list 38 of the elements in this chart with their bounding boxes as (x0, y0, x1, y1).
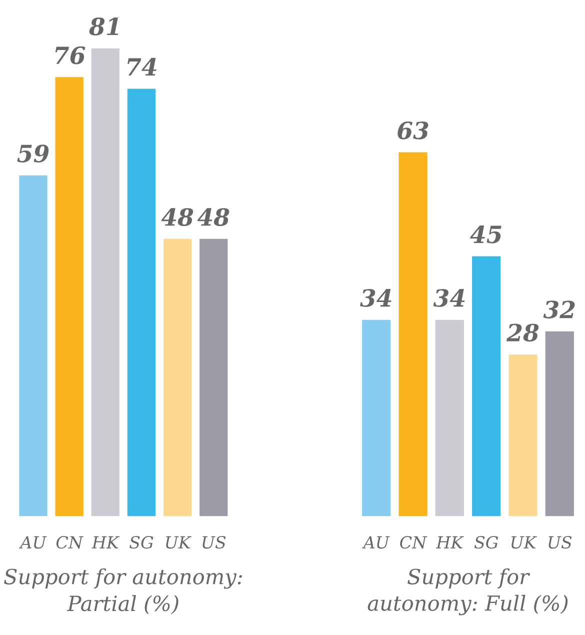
data-label: 34 (433, 289, 465, 307)
x-tick-label: US (548, 536, 572, 549)
x-tick-label: AU (18, 536, 47, 549)
data-label: 28 (506, 324, 539, 342)
data-label: 45 (470, 225, 502, 244)
data-label: 32 (543, 300, 575, 318)
data-label: 48 (197, 208, 230, 226)
bar (91, 48, 120, 516)
data-label: 74 (128, 58, 156, 76)
bar (435, 320, 464, 516)
x-tick-label: HK (436, 536, 464, 548)
x-tick-label: SG (474, 536, 498, 549)
bar (545, 331, 574, 516)
x-tick-label: SG (130, 536, 154, 549)
x-tick-label: HK (92, 536, 120, 548)
bar (127, 88, 156, 516)
x-tick-label: UK (512, 536, 538, 549)
x-axis-title: Support for autonomy: Partial (%) (4, 568, 242, 614)
x-tick-label: CN (56, 536, 84, 549)
data-label: 48 (161, 208, 194, 226)
data-label: 81 (89, 17, 118, 36)
bar (19, 175, 48, 516)
bar (398, 152, 428, 516)
x-tick-label: US (202, 536, 226, 549)
data-label: 76 (55, 46, 86, 64)
bar (472, 256, 501, 516)
data-label: 34 (360, 289, 392, 307)
bar (55, 77, 84, 516)
x-tick-label: AU (362, 536, 390, 549)
data-label: 59 (17, 144, 49, 162)
bar (508, 354, 538, 516)
x-tick-label: UK (166, 536, 192, 549)
x-axis-title: Support for autonomy: Full (%) (368, 568, 568, 616)
bar (163, 238, 192, 516)
bar (362, 320, 391, 516)
data-label: 63 (398, 121, 428, 140)
bar (200, 238, 228, 516)
x-tick-label: CN (400, 536, 428, 549)
